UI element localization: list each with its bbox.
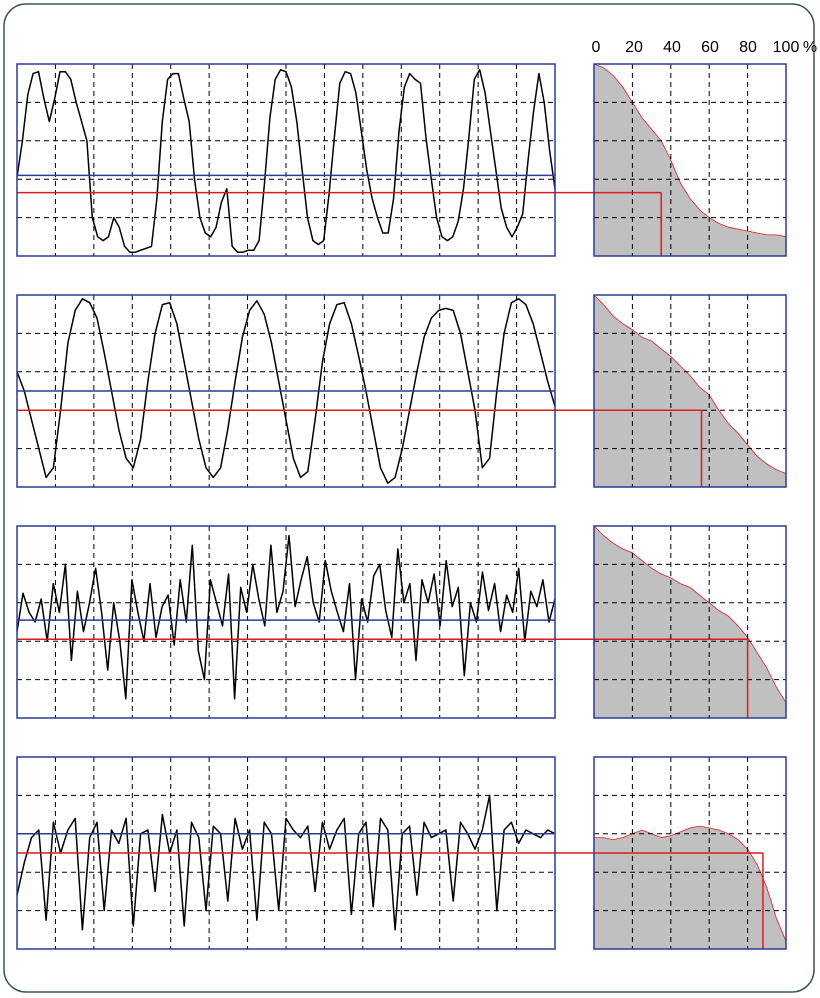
signal-trace bbox=[16, 794, 556, 931]
panel-row bbox=[16, 63, 787, 257]
panel-row bbox=[16, 525, 787, 719]
distribution-panel-border bbox=[593, 756, 787, 950]
exceedance-curve bbox=[593, 63, 787, 238]
distribution-panel-border bbox=[593, 294, 787, 488]
signal-trace bbox=[16, 534, 556, 700]
exceedance-area bbox=[594, 64, 786, 256]
signal-trace bbox=[16, 298, 556, 484]
exceedance-area bbox=[594, 295, 786, 487]
signal-panel-border bbox=[16, 294, 556, 488]
axis-tick-label: 40 bbox=[663, 39, 681, 56]
axis-tick-label: 0 bbox=[592, 39, 601, 56]
signal-trace bbox=[16, 69, 556, 253]
exceedance-curve bbox=[593, 294, 787, 474]
panel-row bbox=[16, 756, 787, 950]
panel-rows bbox=[16, 63, 787, 950]
axis-tick-label: 80 bbox=[739, 39, 757, 56]
top-percent-axis: 0 20 40 60 80 100% bbox=[592, 39, 818, 56]
distribution-panel-border bbox=[593, 525, 787, 719]
exceedance-area bbox=[594, 826, 786, 949]
axis-tick-label: 60 bbox=[701, 39, 719, 56]
exceedance-curve bbox=[593, 525, 787, 703]
signal-panel-border bbox=[16, 63, 556, 257]
axis-tick-label: 100 bbox=[773, 39, 800, 56]
axis-tick-label: 20 bbox=[625, 39, 643, 56]
panel-row bbox=[16, 294, 787, 488]
signal-panel-border bbox=[16, 525, 556, 719]
distribution-panel-border bbox=[593, 63, 787, 257]
exceedance-curve bbox=[594, 825, 787, 942]
signal-panel-border bbox=[16, 756, 556, 950]
axis-unit-label: % bbox=[803, 39, 817, 56]
exceedance-area bbox=[594, 526, 786, 718]
